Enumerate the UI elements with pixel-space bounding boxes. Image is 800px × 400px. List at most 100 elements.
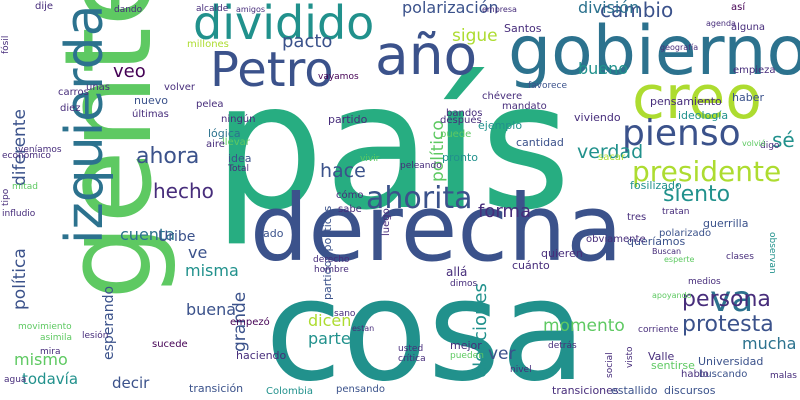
word: usted	[398, 344, 424, 354]
word: social	[605, 352, 615, 378]
word: bueno	[578, 59, 629, 78]
word: nuevo	[134, 94, 168, 107]
word: persona	[682, 287, 771, 312]
word: carros	[58, 87, 89, 98]
word: cambio	[600, 0, 674, 22]
word: ve	[188, 243, 208, 262]
word: sabe	[338, 204, 362, 215]
word: asimila	[40, 333, 72, 343]
word: Total	[228, 164, 250, 174]
word: sigue	[452, 26, 498, 46]
word: vivir	[360, 154, 380, 164]
word: buscando	[699, 369, 748, 380]
word: creo	[632, 63, 762, 133]
word: alguna	[731, 22, 766, 33]
word: mira	[40, 347, 61, 357]
word: política	[10, 248, 30, 310]
word: mucha	[742, 334, 797, 353]
word: dividido	[193, 0, 375, 50]
word: millones	[187, 39, 229, 50]
word: esperte	[664, 255, 695, 264]
word: digo	[760, 141, 780, 151]
word: esperando	[101, 285, 117, 360]
word: amigos	[236, 5, 266, 14]
word: discursos	[664, 384, 716, 397]
word: izquierda	[55, 4, 115, 244]
word: sacar	[598, 152, 626, 163]
word: tres	[627, 212, 647, 223]
word: vayamos	[318, 72, 359, 82]
word: mejor	[450, 339, 482, 352]
word: últimas	[132, 109, 169, 120]
word: cómo	[336, 190, 364, 201]
word: pienso	[622, 113, 741, 154]
word: diez	[60, 103, 81, 114]
word: siento	[663, 182, 731, 207]
word: peleando	[400, 161, 442, 171]
word: dicen	[308, 311, 352, 330]
word: volver	[164, 82, 195, 93]
word: quieren	[541, 247, 583, 260]
word: forma	[478, 201, 531, 222]
word: Buscan	[652, 247, 682, 256]
word: estallido	[611, 384, 658, 397]
word: mitad	[12, 182, 39, 192]
word: allá	[446, 265, 468, 279]
word: Universidad	[698, 355, 764, 368]
word: visto	[625, 346, 635, 368]
word: misma	[185, 261, 239, 280]
word: Uribe	[158, 229, 196, 245]
word: sé	[772, 128, 795, 152]
word: transiciones	[552, 384, 619, 397]
word: unas	[86, 82, 111, 93]
word: pacto	[282, 31, 333, 52]
word: empezó	[230, 317, 270, 328]
word: lesión	[82, 331, 109, 341]
word: todavía	[22, 370, 79, 388]
word: medios	[688, 277, 721, 287]
word: agua	[4, 375, 27, 385]
word: hace	[320, 160, 366, 182]
word: dimos	[450, 279, 478, 289]
word: fósil	[1, 35, 11, 54]
word: partidos políticos	[321, 205, 334, 300]
word: cuenta	[120, 225, 175, 244]
word: infludio	[2, 209, 36, 219]
word: cantidad	[516, 136, 564, 149]
word: después	[440, 115, 482, 126]
word: mandato	[502, 101, 547, 112]
word: dije	[35, 1, 54, 12]
word: volvió	[742, 139, 766, 148]
word: agenda	[706, 19, 736, 28]
word: movimiento	[18, 322, 72, 332]
word: económico	[2, 151, 51, 161]
word: dando	[114, 5, 143, 15]
word: detrás	[548, 341, 577, 351]
word: tipo	[1, 188, 11, 206]
word: parte	[308, 329, 351, 348]
word: clases	[726, 252, 754, 262]
word: derecho	[313, 255, 350, 265]
word: Santos	[504, 22, 542, 35]
word: presidente	[632, 155, 782, 188]
word: bandos	[446, 108, 483, 119]
word: alcalde	[196, 4, 229, 14]
word: polarización	[402, 0, 499, 17]
word: pensando	[336, 384, 385, 395]
word: buena	[186, 300, 237, 319]
word: observan	[767, 232, 777, 274]
word: pelea	[196, 99, 224, 110]
word: ahora	[136, 144, 200, 169]
word: polarizado	[659, 228, 712, 239]
word: gobierno	[508, 12, 800, 91]
word: hecho	[153, 179, 214, 203]
word: guerrilla	[703, 217, 749, 230]
word: haber	[732, 91, 764, 104]
word: cuánto	[512, 259, 550, 272]
word: derecha	[250, 175, 623, 282]
word: ningún	[221, 114, 256, 125]
word: viviendo	[574, 111, 621, 124]
word: obviamente	[586, 234, 646, 245]
word: sano	[334, 309, 356, 319]
